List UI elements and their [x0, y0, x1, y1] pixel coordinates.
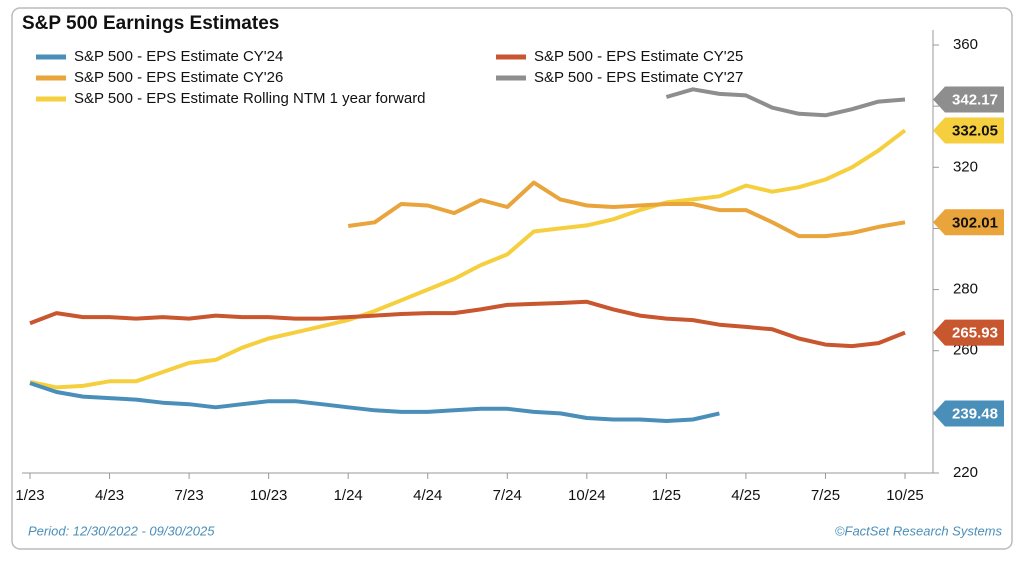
- legend-label: S&P 500 - EPS Estimate Rolling NTM 1 yea…: [74, 90, 426, 107]
- end-label-box: [933, 117, 1004, 144]
- x-tick-label: 4/24: [413, 487, 442, 504]
- end-label: 332.05: [952, 122, 998, 139]
- x-tick-label: 10/25: [886, 487, 924, 504]
- y-tick-label: 360: [953, 36, 978, 53]
- chart-title: S&P 500 Earnings Estimates: [22, 13, 279, 34]
- end-label: 342.17: [952, 91, 998, 108]
- series-line: [29, 128, 907, 390]
- series-line: [29, 299, 906, 349]
- footer-source: ©FactSet Research Systems: [835, 523, 1003, 538]
- end-label: 239.48: [952, 405, 998, 422]
- frame: [11, 7, 1013, 550]
- x-tick-label: 7/24: [493, 487, 522, 504]
- x-tick-label: 7/25: [811, 487, 840, 504]
- y-tick-label: 320: [953, 158, 978, 175]
- y-tick-label: 220: [953, 464, 978, 481]
- legend-label: S&P 500 - EPS Estimate CY'25: [534, 48, 743, 65]
- x-tick-label: 10/24: [568, 487, 606, 504]
- series-line: [29, 381, 720, 423]
- end-label: 302.01: [952, 214, 998, 231]
- x-tick-label: 1/24: [334, 487, 363, 504]
- end-label-box: [933, 400, 1004, 427]
- y-tick-label: 280: [953, 281, 978, 298]
- series-line: [665, 87, 906, 118]
- x-tick-label: 4/25: [731, 487, 760, 504]
- end-label-box: [933, 86, 1004, 113]
- x-tick-label: 10/23: [250, 487, 288, 504]
- x-tick-label: 1/25: [652, 487, 681, 504]
- x-tick-label: 4/23: [95, 487, 124, 504]
- y-tick-label: 260: [953, 342, 978, 359]
- end-label-box: [933, 319, 1004, 346]
- series-line: [347, 180, 906, 239]
- legend-label: S&P 500 - EPS Estimate CY'24: [74, 48, 283, 65]
- x-tick-label: 7/23: [174, 487, 203, 504]
- legend-label: S&P 500 - EPS Estimate CY'27: [534, 69, 743, 86]
- footer-period: Period: 12/30/2022 - 09/30/2025: [28, 523, 215, 538]
- legend-label: S&P 500 - EPS Estimate CY'26: [74, 69, 283, 86]
- end-label-box: [933, 209, 1004, 236]
- end-label: 265.93: [952, 325, 998, 342]
- x-tick-label: 1/23: [15, 487, 44, 504]
